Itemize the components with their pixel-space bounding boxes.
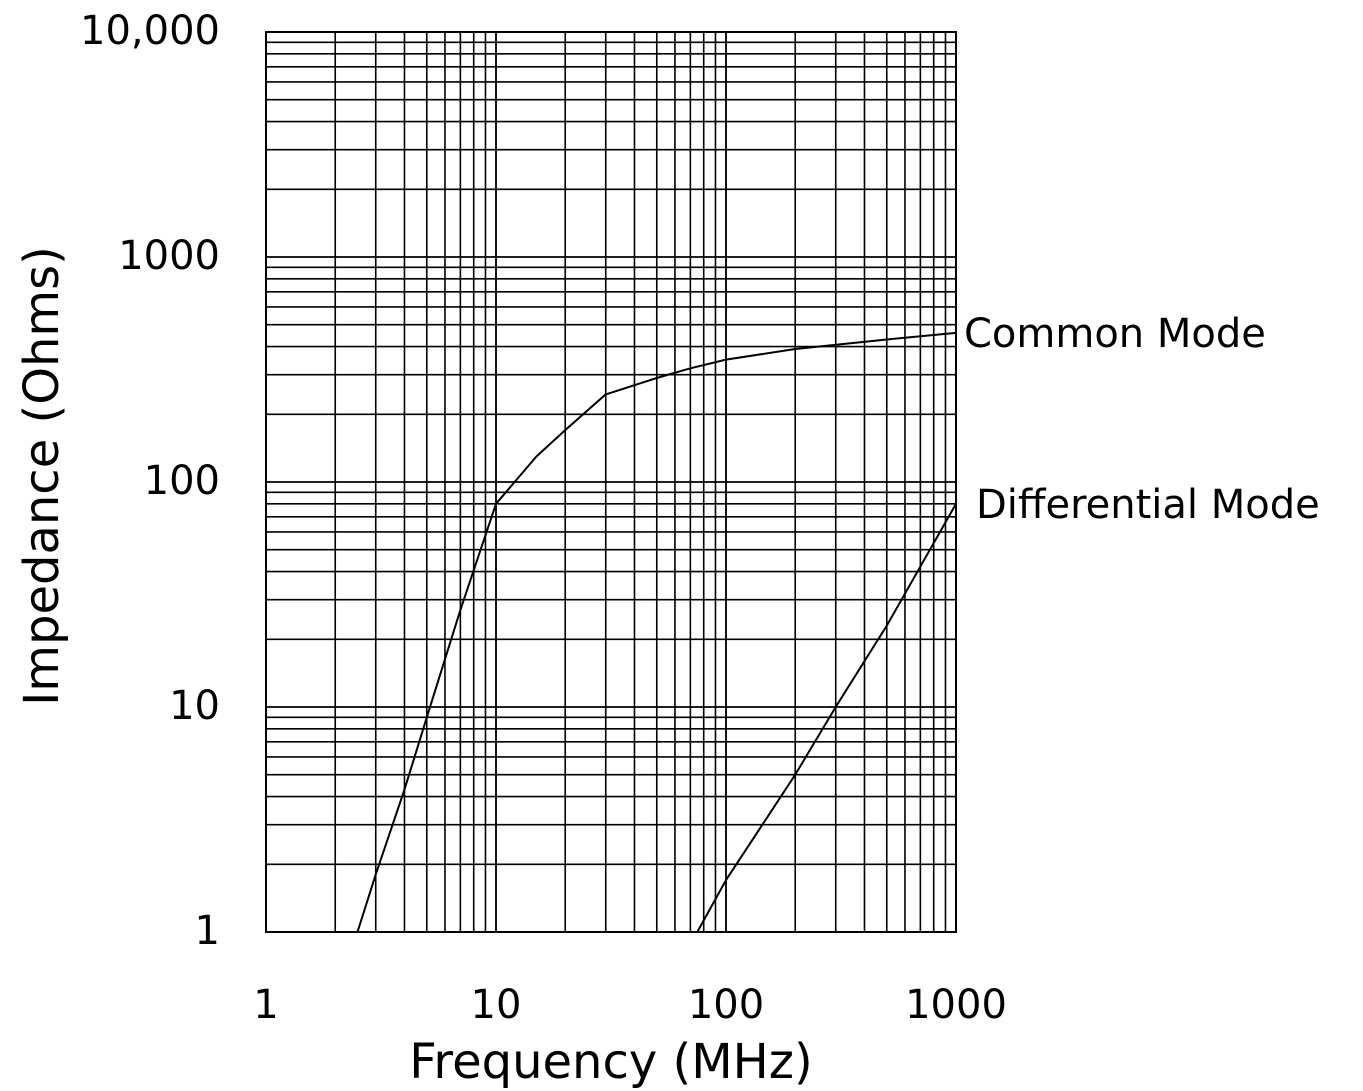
x-tick-label: 100 bbox=[688, 982, 764, 1028]
y-tick-label: 10 bbox=[169, 683, 220, 729]
x-tick-label: 10 bbox=[471, 982, 522, 1028]
common-mode-line bbox=[356, 331, 957, 933]
y-tick-label: 1 bbox=[195, 908, 220, 954]
series-group: Common Mode Differential Mode bbox=[356, 311, 1320, 933]
plot-frame bbox=[265, 31, 957, 933]
y-tick-label: 10,000 bbox=[80, 8, 220, 54]
x-axis-title: Frequency (MHz) bbox=[409, 1034, 812, 1090]
common-mode-label: Common Mode bbox=[964, 311, 1266, 357]
differential-mode-label: Differential Mode bbox=[976, 482, 1320, 528]
y-axis-title: Impedance (Ohms) bbox=[14, 246, 70, 706]
y-tick-label: 100 bbox=[144, 458, 220, 504]
differential-mode-line bbox=[696, 503, 957, 933]
x-tick-label: 1 bbox=[253, 982, 278, 1028]
plot-grid bbox=[265, 31, 957, 933]
tick-labels: 1 10 100 1000 1 10 100 1000 10,000 bbox=[80, 8, 1007, 1028]
y-tick-label: 1000 bbox=[118, 233, 220, 279]
x-tick-label: 1000 bbox=[905, 982, 1007, 1028]
